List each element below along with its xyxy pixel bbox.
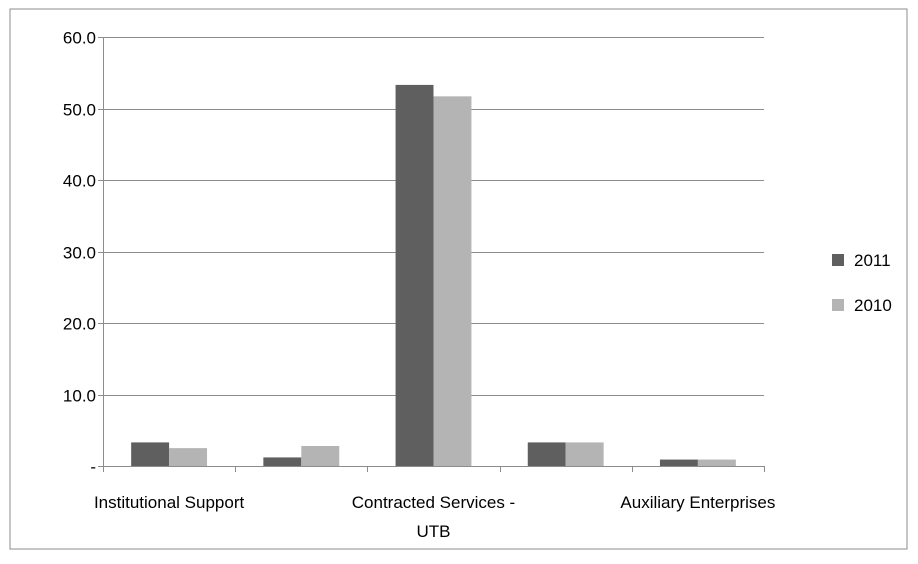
x-tick-label: Contracted Services - (352, 493, 515, 512)
labels: - 10.0 20.0 30.0 40.0 50.0 60.0 Institutional S… (63, 29, 775, 542)
x-tick-label: Auxiliary Enterprises (620, 493, 775, 512)
bar-2010-2 (433, 96, 472, 466)
y-tick-label: 50.0 (63, 101, 96, 120)
legend-swatch-2011 (832, 254, 844, 266)
y-tick-label: - (90, 458, 96, 477)
x-tick-label: Institutional Support (94, 493, 245, 512)
y-tick-label: 10.0 (63, 387, 96, 406)
y-tick-label: 60.0 (63, 29, 96, 48)
bar-2011-3 (527, 442, 566, 466)
bars (131, 84, 736, 466)
bar-2011-0 (131, 442, 170, 466)
bar-2010-3 (565, 442, 604, 466)
legend-label-2010: 2010 (854, 296, 892, 315)
bar-2011-4 (659, 459, 698, 466)
legend: 2011 2010 (832, 251, 892, 315)
bar-2010-4 (697, 459, 736, 466)
axes (98, 37, 765, 472)
y-tick-label: 30.0 (63, 244, 96, 263)
y-tick-label: 40.0 (63, 172, 96, 191)
y-tick-label: 20.0 (63, 315, 96, 334)
x-tick-label: UTB (417, 522, 451, 541)
bar-2010-0 (169, 448, 208, 466)
bar-2010-1 (301, 445, 340, 466)
bar-2011-2 (395, 84, 434, 466)
bar-2011-1 (263, 457, 302, 466)
legend-swatch-2010 (832, 299, 844, 311)
legend-label-2011: 2011 (854, 251, 891, 270)
